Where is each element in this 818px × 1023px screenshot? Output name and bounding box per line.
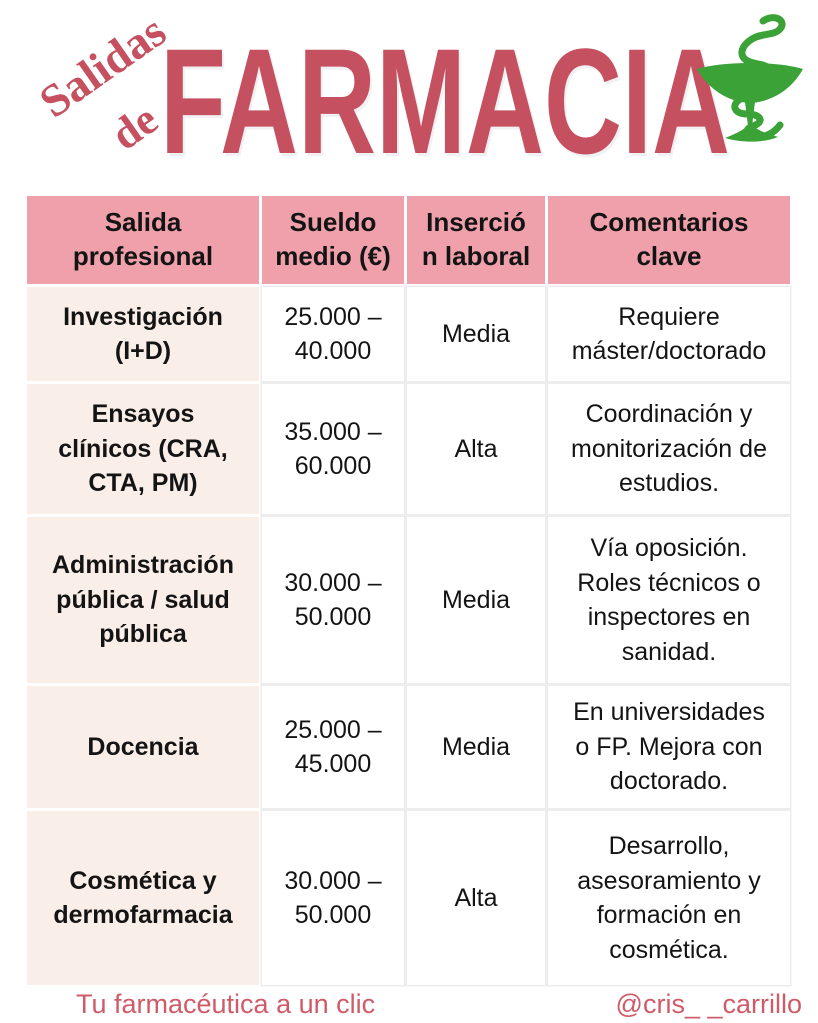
bowl-of-hygieia-icon (697, 14, 803, 142)
career-table: Salida profesional Sueldo medio (€) Inse… (24, 193, 793, 988)
table-header-row: Salida profesional Sueldo medio (€) Inse… (27, 196, 790, 284)
cell-comentarios: Desarrollo, asesoramiento y formación en… (548, 811, 790, 985)
col-header-sueldo-medio: Sueldo medio (€) (262, 196, 404, 284)
cell-insercion: Media (407, 517, 545, 683)
table-row: Investigación (I+D) 25.000 – 40.000 Medi… (27, 287, 790, 381)
col-header-comentarios-clave: Comentarios clave (548, 196, 790, 284)
script-word-salidas: Salidas (30, 4, 175, 128)
cell-comentarios: En universidades o FP. Mejora con doctor… (548, 686, 790, 808)
header: Salidas de FARMACIA (0, 0, 818, 193)
cell-insercion: Media (407, 686, 545, 808)
table-row: Cosmética y dermofarmacia 30.000 – 50.00… (27, 811, 790, 985)
footer-tagline: Tu farmacéutica a un clic (76, 989, 376, 1019)
cell-insercion: Alta (407, 811, 545, 985)
cell-insercion: Media (407, 287, 545, 381)
page-title: FARMACIA (160, 17, 730, 185)
cell-salida: Ensayos clínicos (CRA, CTA, PM) (27, 384, 259, 514)
cell-comentarios: Coordinación y monitorización de estudio… (548, 384, 790, 514)
cell-sueldo: 25.000 – 40.000 (262, 287, 404, 381)
cell-salida: Administración pública / salud pública (27, 517, 259, 683)
col-header-salida-profesional: Salida profesional (27, 196, 259, 284)
cell-salida: Investigación (I+D) (27, 287, 259, 381)
cell-salida: Cosmética y dermofarmacia (27, 811, 259, 985)
cell-sueldo: 30.000 – 50.000 (262, 517, 404, 683)
table-row: Administración pública / salud pública 3… (27, 517, 790, 683)
footer-instagram-handle: @cris_ _carrillo (615, 989, 802, 1019)
cell-comentarios: Vía oposición. Roles técnicos o inspecto… (548, 517, 790, 683)
cell-comentarios: Requiere máster/doctorado (548, 287, 790, 381)
table-row: Docencia 25.000 – 45.000 Media En univer… (27, 686, 790, 808)
cell-sueldo: 35.000 – 60.000 (262, 384, 404, 514)
cell-sueldo: 25.000 – 45.000 (262, 686, 404, 808)
cell-insercion: Alta (407, 384, 545, 514)
table-row: Ensayos clínicos (CRA, CTA, PM) 35.000 –… (27, 384, 790, 514)
cell-sueldo: 30.000 – 50.000 (262, 811, 404, 985)
cell-salida: Docencia (27, 686, 259, 808)
col-header-insercion-laboral: Inserció n laboral (407, 196, 545, 284)
script-word-de: de (102, 94, 167, 160)
